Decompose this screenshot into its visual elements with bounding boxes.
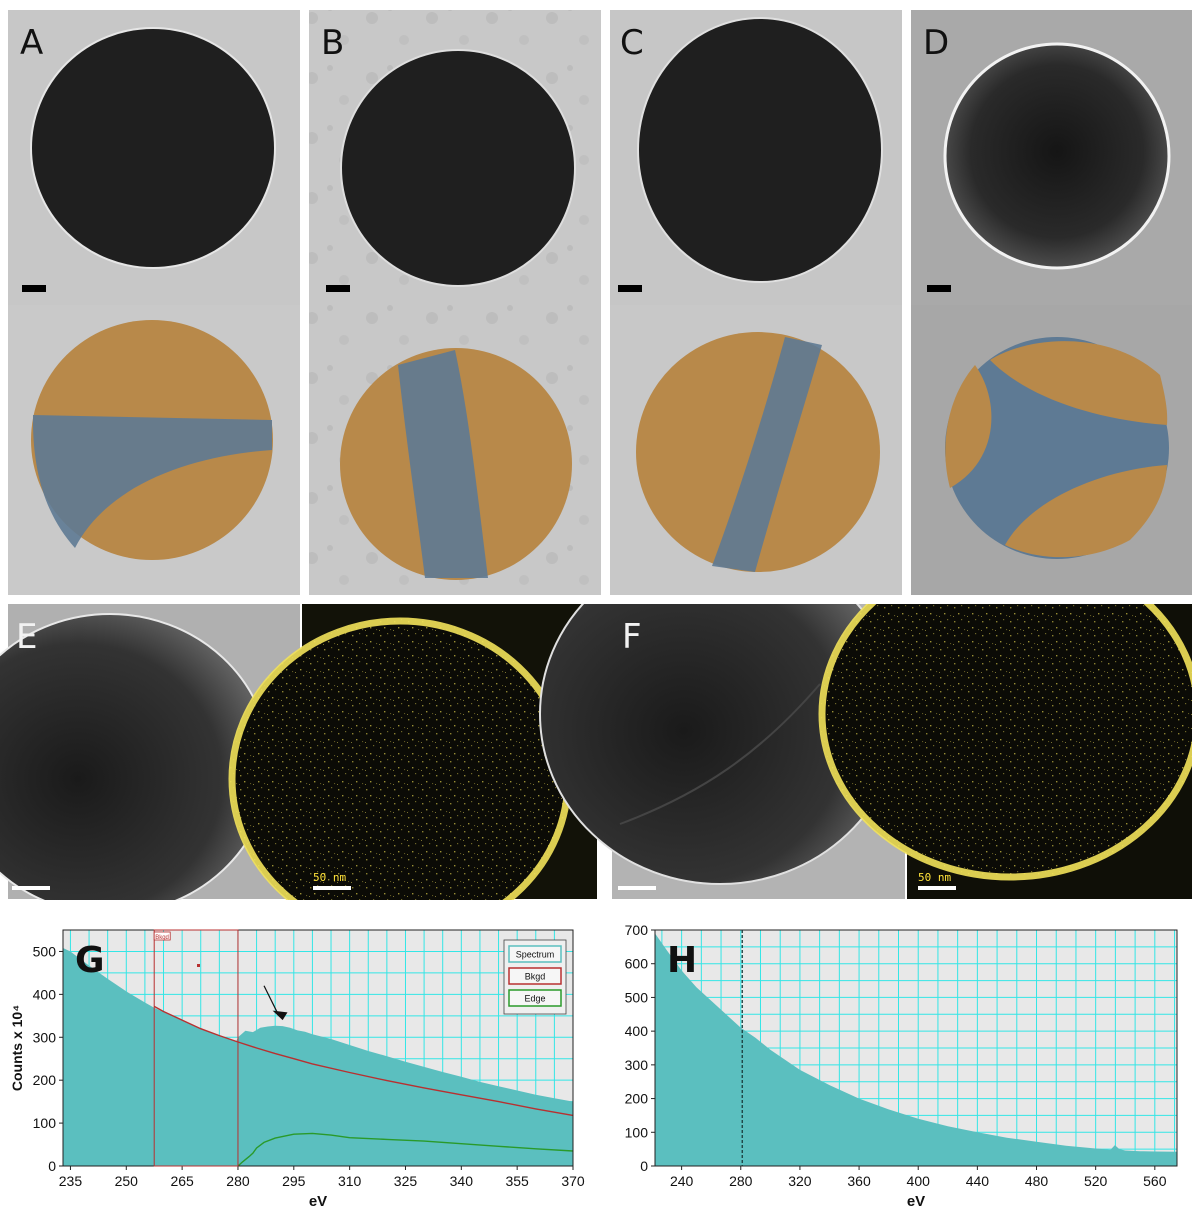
y-tick-label: 0 <box>48 1158 56 1174</box>
panel-F-tem-scale-bar <box>618 886 656 890</box>
y-tick-label: 0 <box>640 1158 648 1174</box>
x-tick-label: 235 <box>59 1173 83 1189</box>
panel-E-label: E <box>16 617 38 657</box>
panel-E-tem-scale-bar <box>12 886 50 890</box>
x-tick-label: 265 <box>170 1173 194 1189</box>
panel-A-blue-domain <box>32 415 273 548</box>
panel-C-label: C <box>620 23 644 63</box>
annotation-arrow-shaft <box>263 985 280 1017</box>
panel-F-map-scale-label: 50 nm <box>918 871 952 884</box>
axis-frame <box>62 929 574 1167</box>
y-tick-label: 100 <box>33 1115 57 1131</box>
x-tick-label: 340 <box>450 1173 474 1189</box>
x-tick-label: 480 <box>1025 1173 1049 1189</box>
chart-panel-label: H <box>667 940 697 981</box>
y-tick-label: 200 <box>33 1072 57 1088</box>
y-tick-label: 400 <box>625 1023 649 1039</box>
panel-D-orange-domain-bottom <box>1005 465 1167 558</box>
x-tick-label: 280 <box>729 1173 753 1189</box>
chart-H: 240 280 320 360 400 440 480 520 560 0 100 200 300 400… <box>625 922 1178 1210</box>
panel-C-blue-domain <box>712 337 822 572</box>
panel-A-scale-bar <box>22 285 46 292</box>
panel-A <box>8 10 300 595</box>
chart-panel-label: G <box>75 940 105 981</box>
x-tick-label: 355 <box>505 1173 529 1189</box>
x-tick-label: 370 <box>561 1173 585 1189</box>
bkgd-window-tag <box>153 931 171 941</box>
legend-label-spectrum: Spectrum <box>516 950 555 960</box>
x-tick-label: 250 <box>115 1173 139 1189</box>
legend-label-edge: Edge <box>524 994 545 1004</box>
y-axis-label: Counts x 10⁴ <box>9 1005 25 1091</box>
x-tick-label: 400 <box>907 1173 931 1189</box>
panel-F-map-scale-bar <box>918 886 956 890</box>
panel-B-particle <box>340 49 576 287</box>
y-tick-label: 500 <box>625 989 649 1005</box>
x-tick-label: 440 <box>966 1173 990 1189</box>
y-tick-label: 200 <box>625 1091 649 1107</box>
panel-B <box>309 10 601 595</box>
x-tick-label: 280 <box>226 1173 250 1189</box>
bkgd-marker-dot <box>197 964 201 967</box>
panel-C-scale-bar <box>618 285 642 292</box>
panel-F-crack <box>619 683 821 825</box>
x-tick-label: 360 <box>847 1173 871 1189</box>
panel-D-particle <box>943 42 1171 270</box>
legend-entry-bkgd <box>508 967 562 985</box>
x-tick-label: 560 <box>1143 1173 1167 1189</box>
legend-entry-edge <box>508 989 562 1007</box>
y-tick-label: 300 <box>33 1029 57 1045</box>
annotation-arrow-head <box>272 1010 288 1021</box>
panel-F-map-particle <box>820 604 1192 879</box>
y-tick-label: 500 <box>33 943 57 959</box>
y-tick-label: 400 <box>33 986 57 1002</box>
eels-map-row <box>0 604 1192 900</box>
panel-C-particle <box>637 17 883 283</box>
panel-B-blue-domain <box>398 350 488 578</box>
bkgd-window-label: Bkgd <box>155 935 169 941</box>
panel-E-map-particle <box>230 619 570 900</box>
bkgd-window <box>153 929 239 1167</box>
series-spectrum-area <box>63 948 573 1166</box>
x-tick-label: 520 <box>1084 1173 1108 1189</box>
x-tick-label: 325 <box>394 1173 418 1189</box>
panel-F <box>539 604 1192 899</box>
panel-C <box>610 10 902 595</box>
panel-E <box>0 604 597 900</box>
chart-G: 235 250 265 280 295 310 325 340 355 370 0 100 200 300… <box>9 929 585 1210</box>
x-axis-label: eV <box>907 1193 925 1210</box>
panel-F-label: F <box>622 617 642 657</box>
panel-D-orange-domain-top <box>990 341 1168 425</box>
panel-D-label: D <box>923 23 950 63</box>
panel-F-map-shell <box>818 604 1192 881</box>
x-tick-label: 320 <box>788 1173 812 1189</box>
legend-label-bkgd: Bkgd <box>525 972 546 982</box>
x-tick-label: 295 <box>282 1173 306 1189</box>
series-spectrum-area <box>655 933 1177 1166</box>
panel-B-label: B <box>321 23 345 63</box>
tem-particle-grid <box>8 10 1192 595</box>
panel-D <box>911 10 1192 595</box>
panel-D-scale-bar <box>927 285 951 292</box>
panel-E-map-scale-bar <box>313 886 351 890</box>
panel-D-orange-domain-left <box>945 365 992 488</box>
panel-A-label: A <box>20 23 44 63</box>
x-tick-label: 310 <box>338 1173 362 1189</box>
series-bkgd-line <box>153 1005 574 1117</box>
y-tick-label: 300 <box>625 1057 649 1073</box>
legend-entry-spectrum <box>508 945 562 963</box>
x-axis-label: eV <box>309 1193 327 1210</box>
panel-B-scale-bar <box>326 285 350 292</box>
panel-A-particle <box>30 27 276 269</box>
axis-frame <box>654 929 1178 1167</box>
x-tick-label: 240 <box>670 1173 694 1189</box>
series-edge-line <box>237 1132 574 1167</box>
panel-E-map-scale-label: 50 nm <box>313 871 347 884</box>
y-tick-label: 700 <box>625 922 649 938</box>
y-tick-label: 600 <box>625 956 649 972</box>
y-tick-label: 100 <box>625 1124 649 1140</box>
